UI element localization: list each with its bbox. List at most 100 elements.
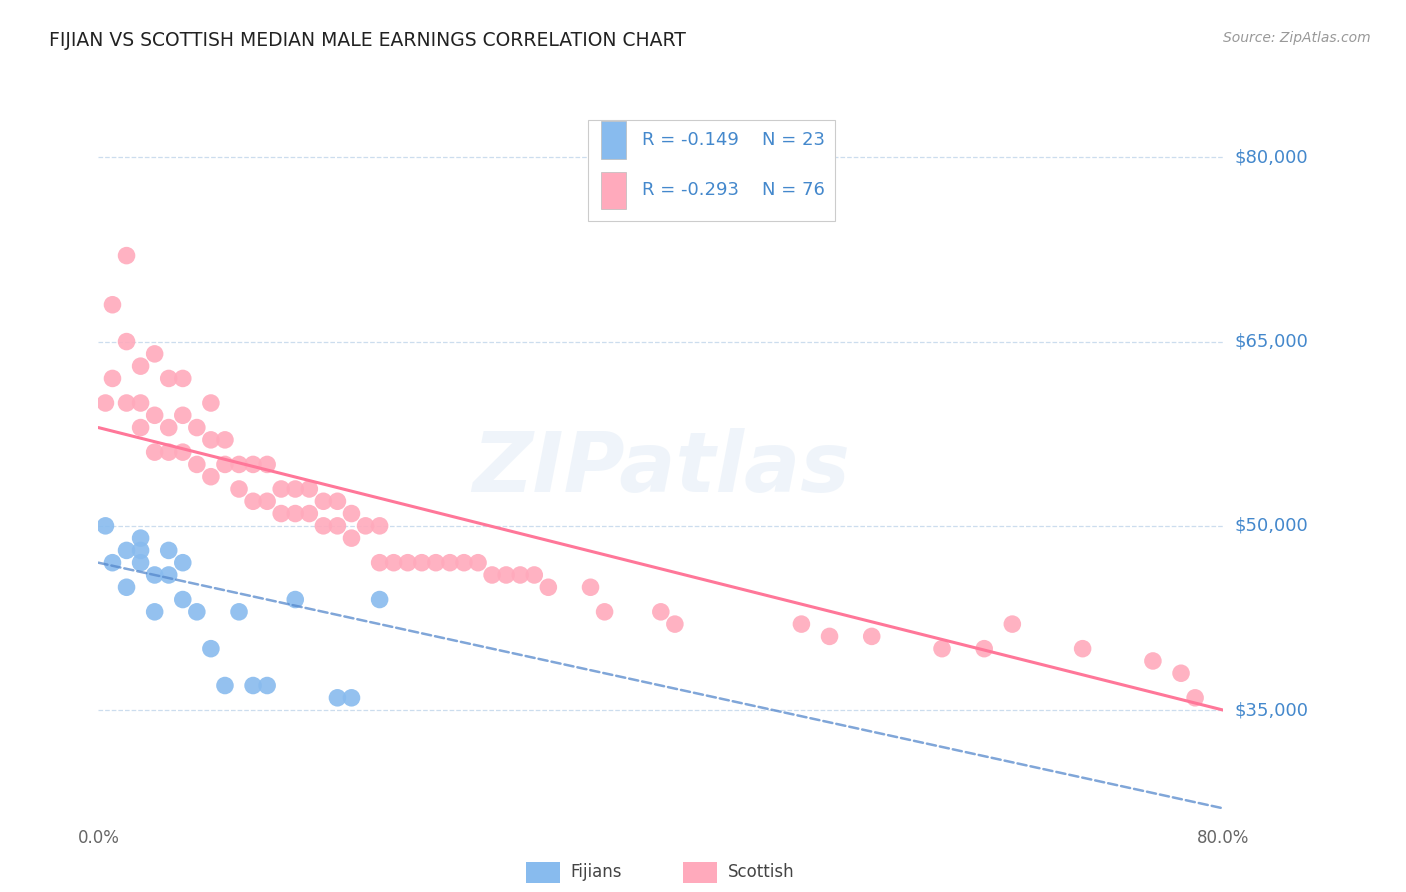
Point bbox=[129, 359, 152, 373]
Text: Fijians: Fijians bbox=[571, 863, 623, 881]
Point bbox=[411, 556, 433, 570]
Point bbox=[143, 445, 166, 459]
Point bbox=[537, 580, 560, 594]
Point bbox=[172, 445, 194, 459]
Point bbox=[818, 629, 841, 643]
Point bbox=[101, 298, 124, 312]
Point bbox=[312, 494, 335, 508]
Point bbox=[228, 482, 250, 496]
FancyBboxPatch shape bbox=[683, 862, 717, 883]
Point bbox=[396, 556, 419, 570]
Point bbox=[1071, 641, 1094, 656]
Point bbox=[495, 568, 517, 582]
Point bbox=[368, 519, 391, 533]
Point bbox=[326, 690, 349, 705]
Point bbox=[284, 482, 307, 496]
Text: $65,000: $65,000 bbox=[1234, 333, 1308, 351]
Point bbox=[1184, 690, 1206, 705]
Point bbox=[242, 679, 264, 693]
Point bbox=[1142, 654, 1164, 668]
Point bbox=[157, 543, 180, 558]
Point bbox=[523, 568, 546, 582]
Text: $50,000: $50,000 bbox=[1234, 516, 1308, 535]
Point bbox=[425, 556, 447, 570]
Text: R = -0.149: R = -0.149 bbox=[641, 131, 738, 149]
Point bbox=[481, 568, 503, 582]
Point bbox=[579, 580, 602, 594]
Point bbox=[94, 519, 117, 533]
Point bbox=[172, 556, 194, 570]
Point bbox=[200, 641, 222, 656]
Point bbox=[326, 519, 349, 533]
Point bbox=[228, 458, 250, 472]
Point bbox=[129, 420, 152, 434]
Point bbox=[509, 568, 531, 582]
Text: FIJIAN VS SCOTTISH MEDIAN MALE EARNINGS CORRELATION CHART: FIJIAN VS SCOTTISH MEDIAN MALE EARNINGS … bbox=[49, 31, 686, 50]
Point bbox=[172, 371, 194, 385]
Point bbox=[172, 592, 194, 607]
Point bbox=[186, 605, 208, 619]
FancyBboxPatch shape bbox=[602, 171, 626, 209]
Point bbox=[214, 679, 236, 693]
Text: Scottish: Scottish bbox=[728, 863, 794, 881]
Point bbox=[143, 409, 166, 423]
Point bbox=[115, 543, 138, 558]
FancyBboxPatch shape bbox=[602, 121, 626, 159]
Point bbox=[326, 494, 349, 508]
FancyBboxPatch shape bbox=[526, 862, 560, 883]
Point bbox=[186, 420, 208, 434]
Point bbox=[860, 629, 883, 643]
Point bbox=[382, 556, 405, 570]
Point bbox=[1170, 666, 1192, 681]
Point bbox=[214, 458, 236, 472]
Point bbox=[453, 556, 475, 570]
Point bbox=[214, 433, 236, 447]
Point bbox=[256, 494, 278, 508]
Point bbox=[368, 556, 391, 570]
Point bbox=[200, 433, 222, 447]
Point bbox=[157, 371, 180, 385]
Point bbox=[115, 334, 138, 349]
FancyBboxPatch shape bbox=[588, 120, 835, 221]
Point bbox=[157, 420, 180, 434]
Point bbox=[157, 568, 180, 582]
Point bbox=[256, 679, 278, 693]
Point bbox=[129, 543, 152, 558]
Point bbox=[186, 458, 208, 472]
Point bbox=[129, 556, 152, 570]
Text: N = 23: N = 23 bbox=[762, 131, 825, 149]
Point bbox=[115, 580, 138, 594]
Point bbox=[650, 605, 672, 619]
Point bbox=[256, 458, 278, 472]
Point bbox=[593, 605, 616, 619]
Point bbox=[157, 445, 180, 459]
Point bbox=[790, 617, 813, 632]
Point bbox=[200, 469, 222, 483]
Point bbox=[467, 556, 489, 570]
Point bbox=[284, 592, 307, 607]
Text: $35,000: $35,000 bbox=[1234, 701, 1309, 719]
Point bbox=[129, 396, 152, 410]
Point bbox=[340, 690, 363, 705]
Point bbox=[284, 507, 307, 521]
Point bbox=[368, 592, 391, 607]
Point bbox=[242, 494, 264, 508]
Point bbox=[931, 641, 953, 656]
Point bbox=[270, 482, 292, 496]
Point bbox=[200, 396, 222, 410]
Text: ZIPatlas: ZIPatlas bbox=[472, 428, 849, 509]
Point bbox=[172, 409, 194, 423]
Point bbox=[101, 556, 124, 570]
Point bbox=[734, 175, 756, 189]
Point bbox=[115, 396, 138, 410]
Point bbox=[242, 458, 264, 472]
Point bbox=[101, 371, 124, 385]
Point bbox=[270, 507, 292, 521]
Text: $80,000: $80,000 bbox=[1234, 148, 1308, 166]
Point bbox=[354, 519, 377, 533]
Point bbox=[340, 531, 363, 545]
Point bbox=[298, 482, 321, 496]
Point bbox=[1001, 617, 1024, 632]
Point bbox=[340, 507, 363, 521]
Text: R = -0.293: R = -0.293 bbox=[641, 181, 738, 200]
